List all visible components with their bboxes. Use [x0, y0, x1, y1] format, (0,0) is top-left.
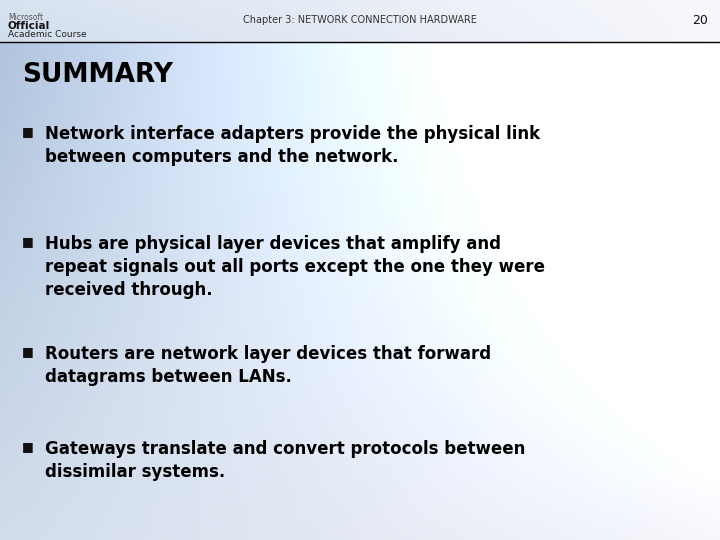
- Text: Routers are network layer devices that forward
datagrams between LANs.: Routers are network layer devices that f…: [45, 345, 491, 386]
- Text: Academic Course: Academic Course: [8, 30, 86, 39]
- Text: SUMMARY: SUMMARY: [22, 62, 173, 88]
- Text: Microsoft: Microsoft: [8, 13, 43, 22]
- Text: ■: ■: [22, 345, 34, 358]
- Text: Network interface adapters provide the physical link
between computers and the n: Network interface adapters provide the p…: [45, 125, 540, 166]
- Text: ■: ■: [22, 125, 34, 138]
- Text: Hubs are physical layer devices that amplify and
repeat signals out all ports ex: Hubs are physical layer devices that amp…: [45, 235, 545, 299]
- Text: Gateways translate and convert protocols between
dissimilar systems.: Gateways translate and convert protocols…: [45, 440, 526, 481]
- Text: Official: Official: [8, 21, 50, 31]
- Text: ■: ■: [22, 440, 34, 453]
- Text: 20: 20: [692, 14, 708, 26]
- Text: ■: ■: [22, 235, 34, 248]
- Text: Chapter 3: NETWORK CONNECTION HARDWARE: Chapter 3: NETWORK CONNECTION HARDWARE: [243, 15, 477, 25]
